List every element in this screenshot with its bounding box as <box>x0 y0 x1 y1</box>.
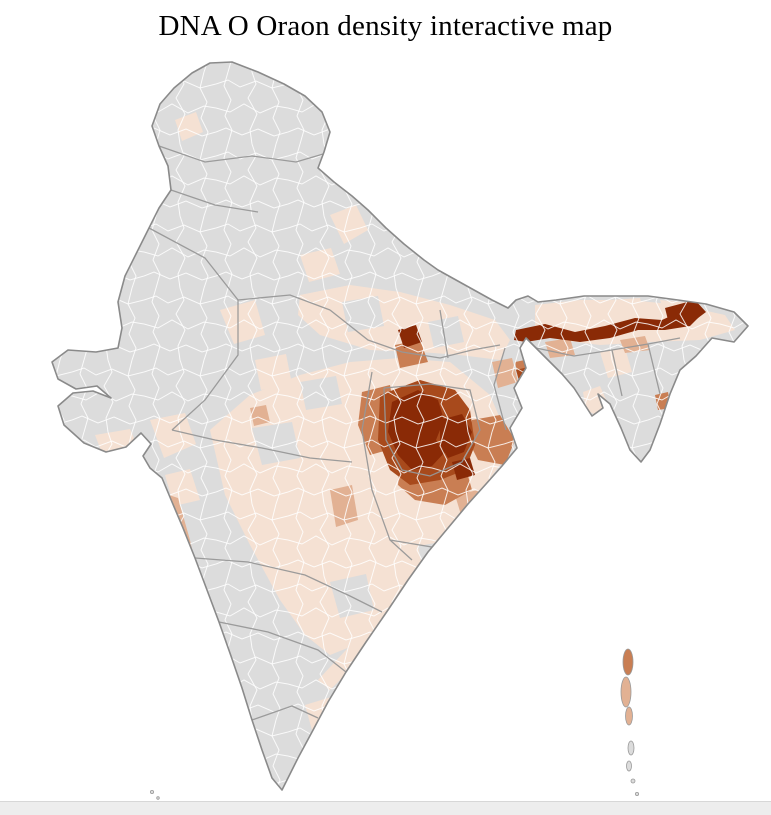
island-region[interactable] <box>149 790 154 795</box>
island-region[interactable] <box>630 778 636 784</box>
horizontal-scrollbar[interactable] <box>0 801 771 815</box>
island-region[interactable] <box>156 796 160 800</box>
andaman-islands[interactable] <box>620 648 640 797</box>
lakshadweep-islands[interactable] <box>149 790 160 800</box>
page-title: DNA O Oraon density interactive map <box>158 10 613 42</box>
island-region[interactable] <box>635 792 640 797</box>
island-region[interactable] <box>620 676 632 708</box>
island-region[interactable] <box>626 760 632 772</box>
district-region[interactable] <box>520 432 552 476</box>
island-region[interactable] <box>625 706 633 726</box>
island-region[interactable] <box>622 648 634 676</box>
island-region[interactable] <box>627 740 635 756</box>
district-boundaries-overlay <box>52 62 748 790</box>
india-outline <box>51 61 749 791</box>
